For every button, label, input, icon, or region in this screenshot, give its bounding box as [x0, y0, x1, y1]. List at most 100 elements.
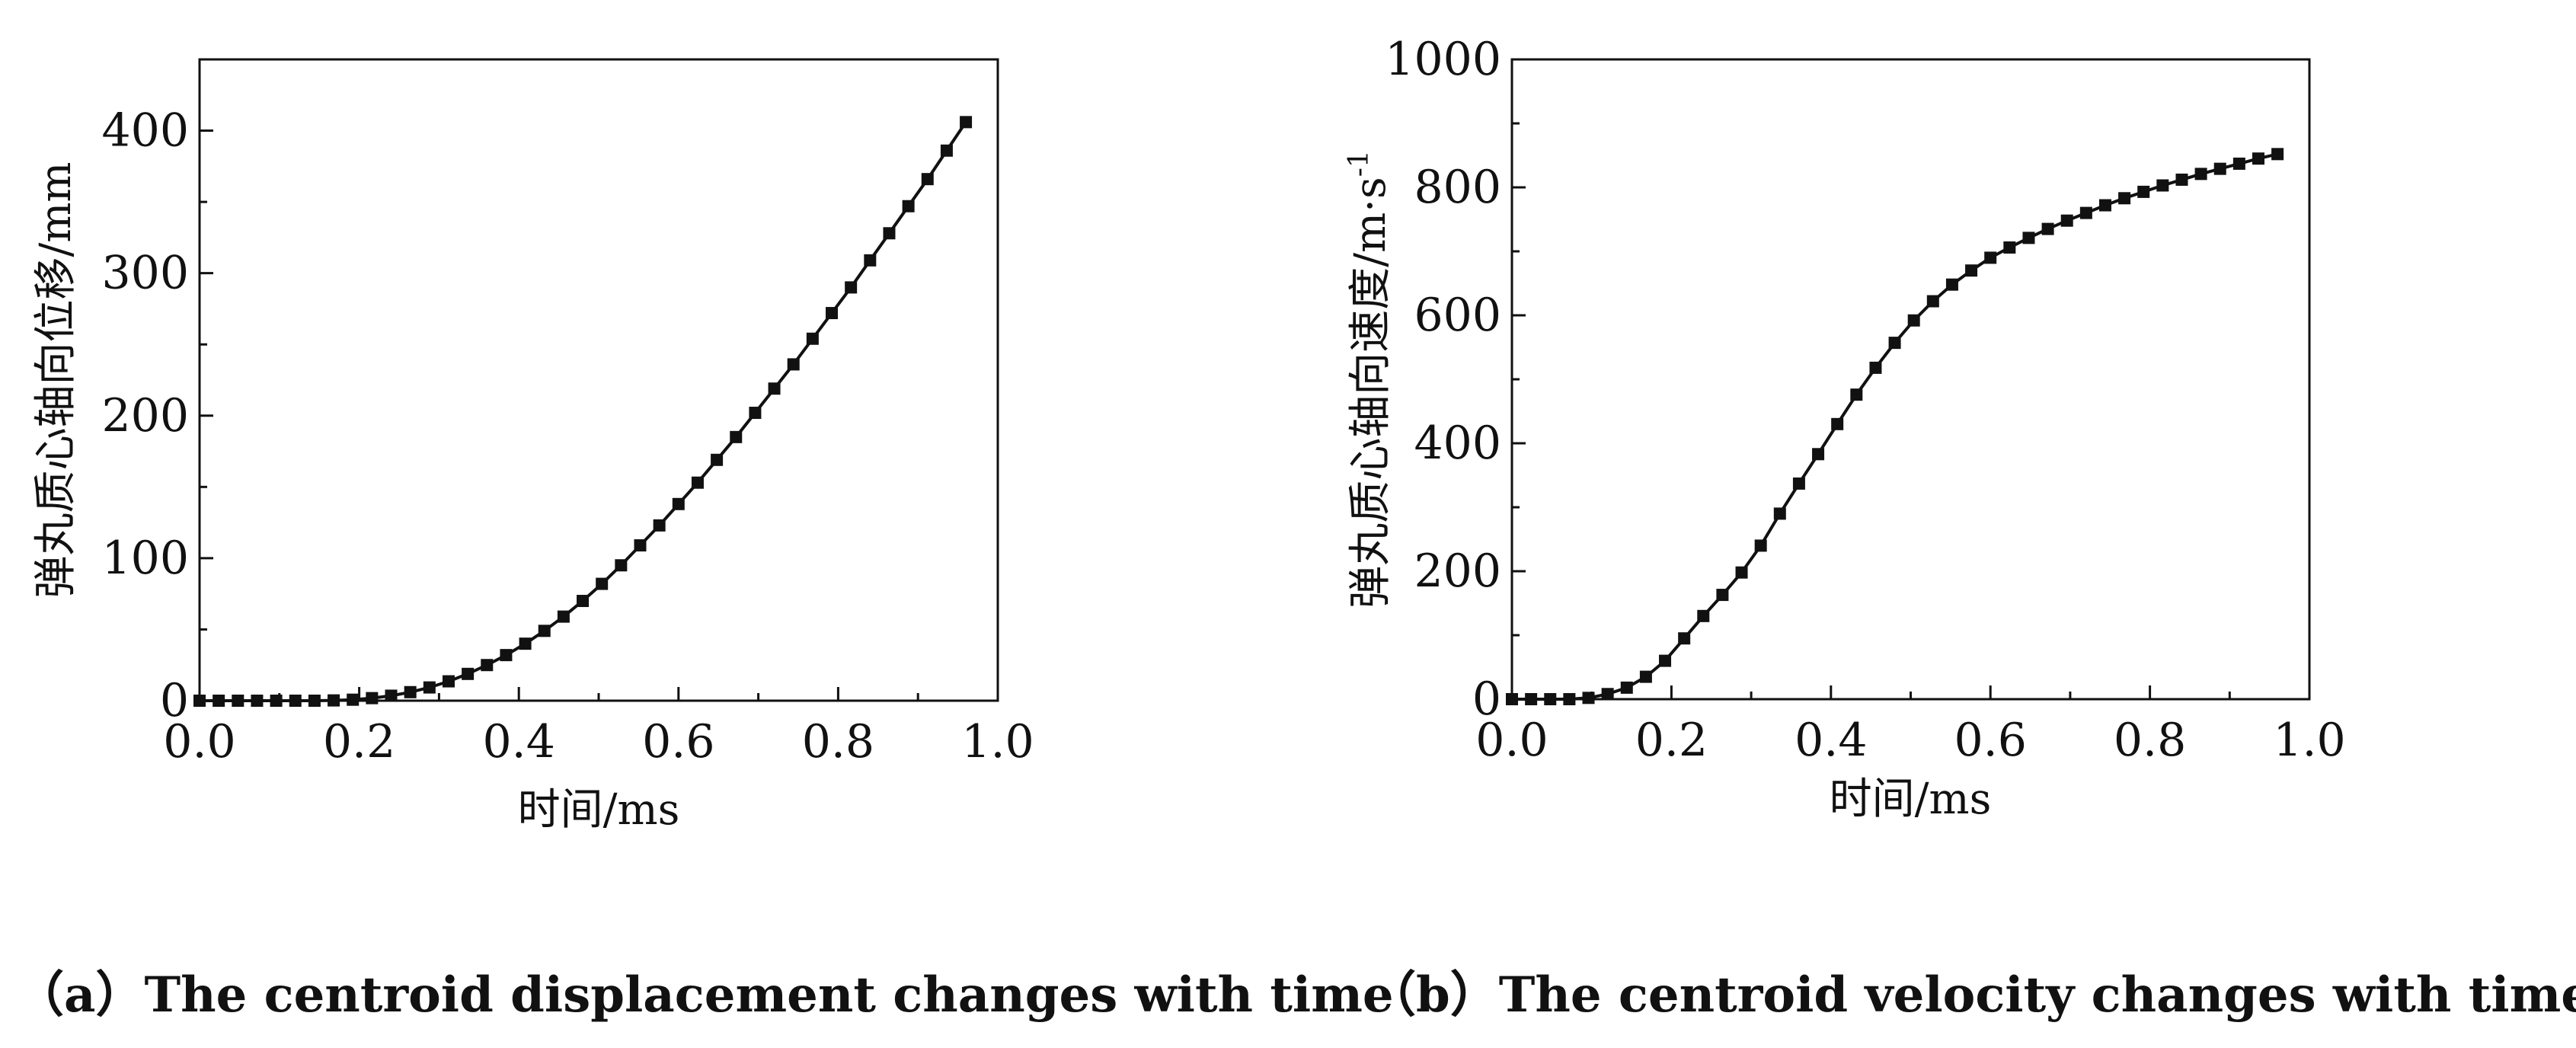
b-y-tick-label: 1000 [1385, 33, 1501, 86]
b-data-point [2156, 179, 2169, 192]
a-x-tick-label: 0.4 [482, 715, 555, 768]
b-y-tick-label: 600 [1414, 289, 1501, 342]
b-data-point [1697, 609, 1710, 622]
b-data-point [1850, 388, 1863, 401]
b-data-point [1831, 417, 1844, 430]
b-data-point [1965, 264, 1978, 277]
a-data-point [672, 497, 685, 510]
a-data-point [519, 637, 532, 650]
chart-b-velocity: 0.0 0.2 0.4 0.6 0.8 1.0 0 200 400 600 800 1000 时间/m… [1344, 33, 2346, 824]
chart-a-series-line [200, 121, 967, 702]
a-data-point [213, 695, 225, 707]
a-data-point [940, 144, 953, 157]
b-data-point [2137, 185, 2150, 198]
b-data-point [1984, 251, 1997, 264]
chart-b-series-line [1512, 152, 2278, 701]
a-data-point [251, 695, 264, 707]
chart-a-displacement: 0.0 0.2 0.4 0.6 0.8 1.0 0 100 200 300 400 时间/ms 弹丸… [31, 58, 1034, 835]
a-x-tick-label: 0.0 [163, 715, 235, 768]
b-data-point [2079, 206, 2092, 219]
b-data-point [2271, 148, 2284, 161]
chart-a-markers [193, 116, 973, 707]
b-data-point [2060, 214, 2073, 227]
chart-a-x-axis-title: 时间/ms [518, 785, 680, 835]
a-y-tick-label: 400 [101, 104, 189, 158]
a-data-point [423, 681, 436, 694]
b-data-point [1506, 693, 1518, 705]
b-data-point [2175, 173, 2188, 186]
b-data-point [1525, 693, 1538, 705]
a-data-point [615, 559, 628, 572]
chart-b-y-axis-title: 弹丸质心轴向速度/m·s-1 [1344, 150, 1395, 609]
chart-b-y-axis-title-superscript: -1 [1344, 150, 1375, 177]
chart-b-tick-labels: 0.0 0.2 0.4 0.6 0.8 1.0 0 200 400 600 800 1000 [1385, 33, 2345, 767]
b-data-point [1659, 654, 1672, 667]
a-data-point [787, 358, 800, 371]
a-data-point [864, 254, 877, 267]
b-data-point [1888, 337, 1901, 350]
a-data-point [347, 693, 360, 706]
a-x-tick-label: 0.2 [323, 715, 395, 768]
a-x-tick-label: 0.8 [802, 715, 874, 768]
b-data-point [2003, 241, 2016, 254]
b-data-point [1792, 477, 1805, 490]
a-data-point [308, 695, 321, 707]
a-data-point [806, 332, 819, 345]
a-data-point [845, 281, 858, 294]
b-data-point [1678, 632, 1691, 645]
b-data-point [1716, 589, 1729, 602]
a-y-tick-label: 100 [101, 532, 189, 585]
a-y-tick-label: 300 [101, 247, 189, 300]
a-data-point [577, 595, 590, 608]
a-data-point [289, 695, 302, 707]
a-data-point [921, 173, 934, 186]
b-data-point [1907, 314, 1920, 327]
b-y-tick-label: 400 [1414, 417, 1501, 470]
b-data-point [2213, 162, 2226, 175]
a-data-point [768, 382, 781, 395]
b-data-point [1735, 566, 1748, 579]
a-data-point [653, 519, 666, 532]
a-data-point [462, 667, 475, 680]
b-x-tick-label: 0.4 [1795, 714, 1867, 767]
chart-b-x-axis-title: 时间/ms [1830, 775, 1992, 824]
b-data-point [1754, 539, 1767, 552]
a-data-point [232, 695, 244, 707]
chart-a-y-axis-title: 弹丸质心轴向位移/mm [31, 161, 81, 598]
a-data-point [442, 675, 455, 688]
a-data-point [749, 407, 762, 420]
a-data-point [404, 685, 417, 698]
a-data-point [634, 539, 647, 552]
a-data-point [691, 476, 704, 489]
b-data-point [2022, 232, 2035, 244]
chart-b-y-axis-title-main: 弹丸质心轴向速度/m·s [1346, 177, 1395, 609]
caption-b: （b）The centroid velocity changes with ti… [1367, 967, 2576, 1024]
b-data-point [2232, 157, 2245, 170]
a-data-point [385, 689, 398, 702]
a-data-point [826, 307, 839, 320]
a-data-point [557, 610, 570, 623]
b-y-tick-label: 800 [1414, 161, 1501, 214]
b-x-tick-label: 1.0 [2273, 714, 2345, 767]
b-data-point [2194, 168, 2207, 181]
chart-a-ticks [198, 129, 999, 702]
a-data-point [270, 695, 283, 707]
b-x-tick-label: 0.6 [1954, 714, 2026, 767]
b-data-point [1639, 670, 1652, 683]
b-x-tick-label: 0.8 [2114, 714, 2186, 767]
b-data-point [1620, 681, 1633, 694]
b-data-point [1563, 693, 1576, 705]
a-data-point [902, 200, 915, 212]
a-data-point [596, 577, 609, 590]
chart-b-markers [1506, 148, 2284, 705]
b-data-point [1582, 692, 1595, 705]
b-data-point [1945, 278, 1958, 291]
plot-frame-b [1510, 58, 2311, 701]
b-data-point [1926, 295, 1939, 308]
a-data-point [193, 695, 206, 707]
chart-b-ticks [1510, 58, 2311, 701]
a-data-point [730, 430, 743, 443]
b-data-point [1869, 361, 1882, 374]
a-data-point [500, 649, 513, 662]
chart-a-tick-labels: 0.0 0.2 0.4 0.6 0.8 1.0 0 100 200 300 400 [101, 104, 1034, 768]
